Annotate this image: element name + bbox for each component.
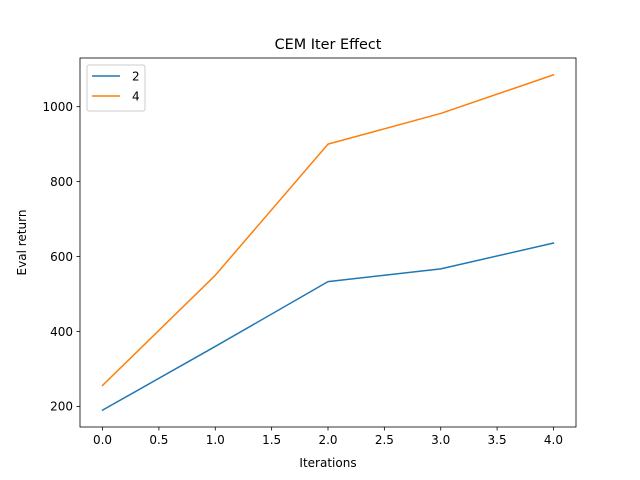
plot-area xyxy=(101,73,555,412)
x-tick-label: 1.0 xyxy=(206,433,225,447)
x-axis: 0.0 0.5 1.0 1.5 2.0 2.5 3.0 3.5 4.0 xyxy=(93,427,563,447)
y-tick-label: 1000 xyxy=(42,100,73,114)
y-tick-label: 800 xyxy=(50,175,73,189)
y-axis-label: Eval return xyxy=(15,210,29,276)
x-tick-label: 3.5 xyxy=(488,433,507,447)
x-tick-label: 2.0 xyxy=(318,433,337,447)
chart-title: CEM Iter Effect xyxy=(275,37,382,53)
x-tick-label: 4.0 xyxy=(544,433,563,447)
x-tick-label: 0.5 xyxy=(149,433,168,447)
legend-label-4: 4 xyxy=(132,89,140,103)
legend: 24 xyxy=(86,64,146,112)
y-tick-label: 400 xyxy=(50,325,73,339)
legend-label-2: 2 xyxy=(132,69,140,83)
x-tick-label: 1.5 xyxy=(262,433,281,447)
y-axis: 200 400 600 800 1000 xyxy=(42,100,80,414)
y-tick-label: 600 xyxy=(50,250,73,264)
x-tick-label: 2.5 xyxy=(375,433,394,447)
x-tick-label: 0.0 xyxy=(93,433,112,447)
axes-frame xyxy=(79,57,577,428)
x-axis-label: Iterations xyxy=(299,456,356,470)
series-line-2 xyxy=(101,242,555,412)
series-line-4 xyxy=(101,73,555,387)
x-tick-label: 3.0 xyxy=(431,433,450,447)
y-tick-label: 200 xyxy=(50,400,73,414)
